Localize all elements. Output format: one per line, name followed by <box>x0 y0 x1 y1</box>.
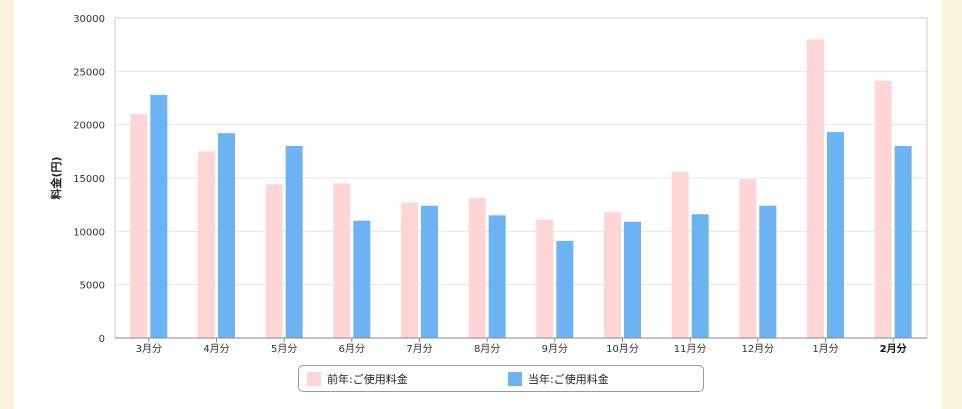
x-tick-labels: 3月分 4月分 5月分 6月分 7月分 8月分 9月分 10月分 11月分 12月分 1月分 2月分 <box>136 342 907 355</box>
bar-current-year[interactable] <box>353 220 371 338</box>
y-tick-labels: 0 5000 10000 15000 20000 25000 30000 <box>73 14 105 345</box>
bar-current-year[interactable] <box>218 133 235 338</box>
x-tick-label: 7月分 <box>406 343 432 355</box>
bar-previous-year[interactable] <box>333 183 351 338</box>
x-tick-label: 5月分 <box>271 343 297 355</box>
x-tick-label: 6月分 <box>339 343 365 355</box>
bar-current-year[interactable] <box>421 205 438 338</box>
bar-previous-year[interactable] <box>265 184 283 338</box>
bar-current-year[interactable] <box>759 205 777 338</box>
y-tick-label: 10000 <box>73 227 105 238</box>
x-tick-label: 10月分 <box>606 343 639 355</box>
x-tick-label: 1月分 <box>812 343 838 355</box>
y-tick-label: 25000 <box>73 67 105 78</box>
bar-current-year[interactable] <box>894 146 912 338</box>
legend: 前年:ご使用料金 当年:ご使用料金 <box>298 365 704 392</box>
chart-panel: 0 5000 10000 15000 20000 25000 30000 3月分 4月分 5月分… <box>14 0 942 409</box>
bar-current-year[interactable] <box>150 94 168 338</box>
bar-chart: 0 5000 10000 15000 20000 25000 30000 3月分 4月分 5月分… <box>49 14 928 355</box>
bar-previous-year[interactable] <box>536 219 554 338</box>
bar-previous-year[interactable] <box>130 114 148 338</box>
bar-current-year[interactable] <box>624 221 641 338</box>
bar-previous-year[interactable] <box>874 80 892 338</box>
x-tick-label: 3月分 <box>136 343 162 355</box>
y-tick-label: 30000 <box>73 14 105 25</box>
bar-group <box>130 39 912 338</box>
bar-previous-year[interactable] <box>739 179 757 338</box>
x-tick-label: 8月分 <box>474 343 500 355</box>
legend-label-current-year: 当年:ご使用料金 <box>528 372 609 386</box>
y-tick-label: 20000 <box>73 121 105 132</box>
y-tick-label: 15000 <box>73 174 105 185</box>
legend-item-current-year: 当年:ご使用料金 <box>508 366 609 391</box>
bar-previous-year[interactable] <box>671 171 689 338</box>
bar-current-year[interactable] <box>556 240 574 338</box>
bar-previous-year[interactable] <box>604 212 621 338</box>
bar-previous-year[interactable] <box>807 39 824 338</box>
bar-previous-year[interactable] <box>401 202 418 338</box>
x-tick-label: 12月分 <box>741 343 774 355</box>
x-tick-label: 4月分 <box>203 343 229 355</box>
x-tick-label: 2月分 <box>880 342 907 355</box>
bar-current-year[interactable] <box>285 146 303 338</box>
legend-swatch-current-year <box>508 371 522 386</box>
x-tick-label: 9月分 <box>542 343 568 355</box>
y-tick-label: 5000 <box>80 281 105 292</box>
legend-item-previous-year: 前年:ご使用料金 <box>307 366 408 391</box>
bar-current-year[interactable] <box>691 214 709 338</box>
bar-current-year[interactable] <box>488 215 506 338</box>
legend-swatch-previous-year <box>307 371 321 386</box>
bar-previous-year[interactable] <box>198 151 215 338</box>
bar-previous-year[interactable] <box>468 198 486 338</box>
x-tick-label: 11月分 <box>674 343 707 355</box>
axes <box>114 17 928 342</box>
legend-label-previous-year: 前年:ご使用料金 <box>327 372 408 386</box>
bar-current-year[interactable] <box>827 132 844 338</box>
y-tick-label: 0 <box>99 334 105 345</box>
grid-lines <box>115 17 927 286</box>
y-axis-label: 料金(円) <box>49 156 63 199</box>
